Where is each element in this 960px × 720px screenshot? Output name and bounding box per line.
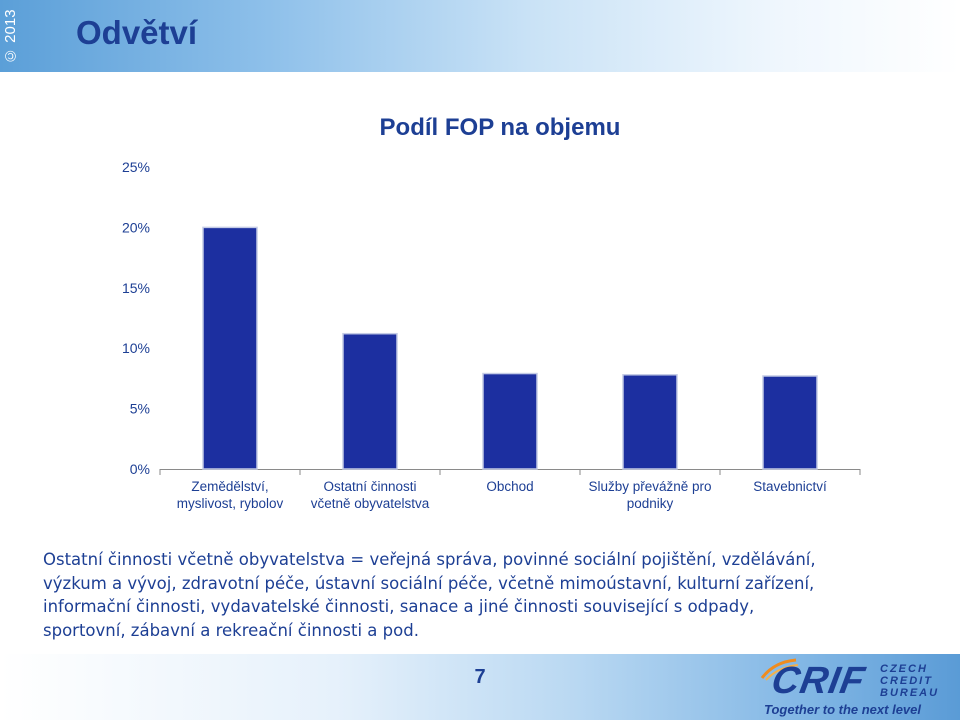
footnote-line: výzkum a vývoj, zdravotní péče, ústavní … xyxy=(43,573,815,593)
category-label-line: myslivost, rybolov xyxy=(176,496,284,511)
crif-logo: CRIF CZECH CREDIT BUREAU Together to the… xyxy=(756,656,956,720)
y-tick-label: 15% xyxy=(122,280,150,296)
y-tick-label: 10% xyxy=(122,340,150,356)
category-label-line: Zemědělství, xyxy=(191,479,269,494)
category-label: Zemědělství, myslivost, rybolov xyxy=(160,478,300,512)
category-label-line: Obchod xyxy=(486,479,534,494)
footer-band xyxy=(0,654,960,720)
category-label-line: Ostatní činnosti xyxy=(323,479,417,494)
footnote-line: informační činnosti, vydavatelské činnos… xyxy=(43,597,755,616)
logo-tagline: Together to the next level xyxy=(764,702,921,717)
footnote-line: sportovní, zábavní a rekreační činnosti … xyxy=(43,620,419,640)
chart-title: Podíl FOP na objemu xyxy=(379,114,621,141)
category-label-line: Služby převážně pro xyxy=(588,479,712,494)
header-band xyxy=(0,0,960,72)
page-number: 7 xyxy=(474,666,486,688)
y-tick-label: 20% xyxy=(122,219,150,235)
bar xyxy=(622,374,678,470)
bar xyxy=(202,226,258,470)
y-tick-label: 0% xyxy=(130,461,150,477)
category-label-line: Stavebnictví xyxy=(753,479,827,494)
logo-swoosh-icon xyxy=(760,658,799,681)
y-tick-label: 5% xyxy=(130,401,150,417)
category-label: Služby převážně pro podniky xyxy=(580,478,720,512)
bar xyxy=(342,332,398,470)
slide-title: Odvětví xyxy=(76,14,198,51)
logo-sub-line: CZECH xyxy=(880,663,928,675)
bar-chart: 0% 5% 10% 15% 20% 25% xyxy=(122,159,861,477)
logo-sub-line: BUREAU xyxy=(880,687,940,699)
footnote: Ostatní činnosti včetně obyvatelstva = v… xyxy=(43,548,943,642)
bar xyxy=(762,375,818,470)
category-label: Obchod xyxy=(440,478,580,495)
bar xyxy=(482,372,538,470)
logo-wordmark: CRIF xyxy=(768,660,869,702)
logo-sub-line: CREDIT xyxy=(880,675,933,687)
footnote-line: Ostatní činnosti včetně obyvatelstva = v… xyxy=(43,550,816,569)
category-label: Stavebnictví xyxy=(720,478,860,495)
category-label-line: včetně obyvatelstva xyxy=(310,496,430,511)
category-label: Ostatní činnosti včetně obyvatelstva xyxy=(300,478,440,512)
y-tick-label: 25% xyxy=(122,159,150,175)
category-label-line: podniky xyxy=(626,496,674,511)
